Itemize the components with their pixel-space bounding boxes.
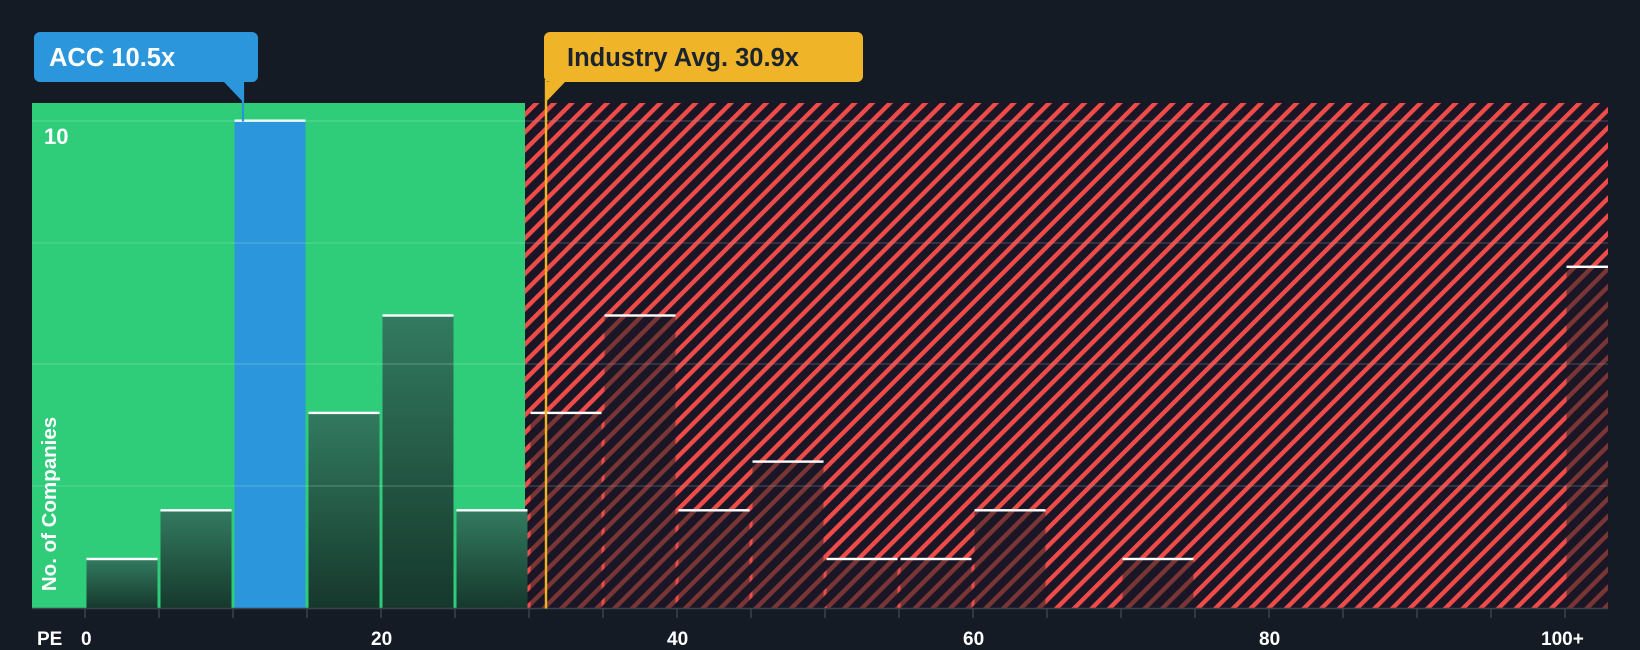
svg-text:PE: PE [37, 629, 62, 650]
svg-text:Industry Avg. 30.9x: Industry Avg. 30.9x [567, 44, 799, 72]
svg-text:10: 10 [44, 124, 68, 149]
svg-text:0: 0 [81, 629, 92, 650]
svg-text:No. of Companies: No. of Companies [38, 417, 61, 591]
svg-text:20: 20 [371, 629, 392, 650]
svg-text:100+: 100+ [1541, 629, 1584, 650]
svg-text:ACC 10.5x: ACC 10.5x [49, 44, 175, 72]
svg-text:60: 60 [963, 629, 984, 650]
svg-text:40: 40 [667, 629, 688, 650]
svg-text:80: 80 [1259, 629, 1280, 650]
